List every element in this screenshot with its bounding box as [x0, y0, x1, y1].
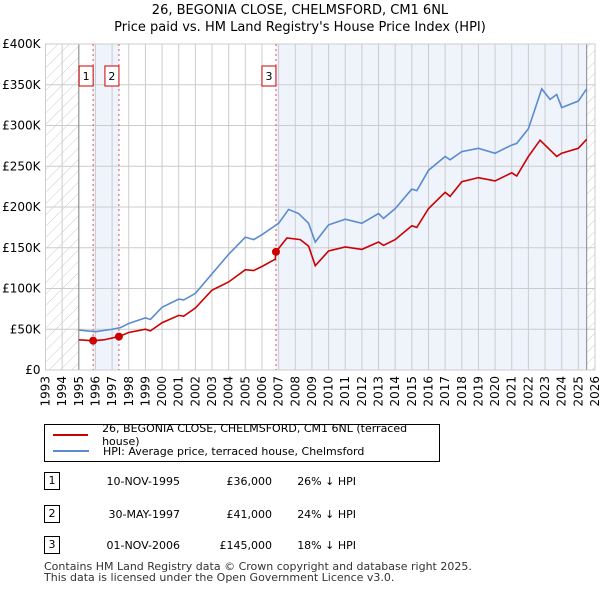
legend-label: HPI: Average price, terraced house, Chel…: [103, 444, 365, 458]
x-tick-label: 2018: [455, 376, 469, 407]
sales-row: 3 01-NOV-2006 £145,000 18% ↓ HPI: [44, 536, 356, 554]
sale-date: 30-MAY-1997: [108, 507, 180, 521]
legend-item-hpi: HPI: Average price, terraced house, Chel…: [53, 443, 364, 459]
x-tick-label: 2007: [272, 376, 286, 407]
sale-hpi-diff: 18% ↓ HPI: [297, 538, 356, 552]
x-tick-label: 2025: [571, 376, 585, 407]
footer-line: Contains HM Land Registry data © Crown c…: [44, 560, 472, 573]
x-tick-label: 2011: [338, 376, 352, 407]
subtitle: Price paid vs. HM Land Registry's House …: [114, 20, 486, 35]
y-tick-label: £400K: [2, 37, 42, 51]
legend-item-property: 26, BEGONIA CLOSE, CHELMSFORD, CM1 6NL (…: [53, 422, 439, 448]
y-tick-label: £200K: [2, 200, 42, 214]
y-tick-label: £50K: [10, 322, 42, 336]
sale-price: £145,000: [219, 538, 273, 552]
sales-row: 1 10-NOV-1995 £36,000 26% ↓ HPI: [44, 472, 356, 490]
sale-label: 1: [83, 70, 90, 83]
sale-date: 01-NOV-2006: [106, 538, 180, 552]
sale-point: [114, 332, 123, 341]
x-tick-label: 2004: [222, 376, 236, 407]
title: 26, BEGONIA CLOSE, CHELMSFORD, CM1 6NL: [151, 3, 449, 18]
x-tick-label: 1999: [138, 376, 152, 407]
x-tick-label: 1993: [39, 376, 53, 407]
sale-label-box: [261, 65, 277, 87]
sale-label-box: [104, 65, 120, 87]
legend-swatch: [53, 450, 89, 452]
x-tick-label: 2001: [172, 376, 186, 407]
property-price-line: [78, 138, 588, 342]
sale-price: £41,000: [226, 507, 273, 521]
x-tick-label: 2022: [521, 376, 535, 407]
x-tick-label: 2021: [505, 376, 519, 407]
footer: Contains HM Land Registry data © Crown c…: [44, 561, 472, 583]
x-tick-label: 2012: [355, 376, 369, 407]
y-tick-label: £350K: [2, 78, 42, 92]
price-chart: 1993 1994 1995 1996 1997 1998 1999 2000 2001 2002…: [2, 37, 600, 407]
x-tick-label: 2002: [188, 376, 202, 407]
y-tick-label: £250K: [2, 159, 42, 173]
legend: 26, BEGONIA CLOSE, CHELMSFORD, CM1 6NL (…: [44, 422, 440, 462]
x-tick-label: 2005: [238, 376, 252, 407]
x-tick-label: 2009: [305, 376, 319, 407]
legend-label: 26, BEGONIA CLOSE, CHELMSFORD, CM1 6NL (…: [102, 422, 408, 448]
plot-border: [45, 43, 596, 371]
x-tick-label: 2003: [205, 376, 219, 407]
x-tick-label: 2000: [155, 376, 169, 407]
x-tick-label: 2026: [588, 376, 600, 407]
x-tick-label: 1994: [55, 376, 69, 407]
chart-title: 26, BEGONIA CLOSE, CHELMSFORD, CM1 6NL P…: [0, 2, 600, 36]
footer-line: This data is licensed under the Open Gov…: [44, 571, 395, 584]
sale-marker-number: 3: [44, 536, 60, 554]
sales-row: 2 30-MAY-1997 £41,000 24% ↓ HPI: [44, 505, 356, 523]
x-tick-label: 1997: [105, 376, 119, 407]
sale-point: [271, 247, 280, 256]
x-tick-label: 1995: [72, 376, 86, 407]
y-tick-label: £100K: [2, 282, 42, 296]
x-tick-label: 2008: [288, 376, 302, 407]
x-tick-label: 2010: [322, 376, 336, 407]
legend-swatch: [53, 434, 89, 436]
y-tick-label: £0: [25, 363, 40, 377]
x-tick-label: 2013: [372, 376, 386, 407]
x-tick-label: 2023: [538, 376, 552, 407]
y-tick-label: £300K: [2, 119, 42, 133]
sale-price: £36,000: [226, 474, 273, 488]
sale-label: 3: [265, 70, 272, 83]
x-tick-label: 2014: [388, 376, 402, 407]
sale-hpi-diff: 26% ↓ HPI: [297, 474, 356, 488]
sale-label-box: [78, 65, 94, 87]
hpi-line: [78, 87, 588, 333]
x-tick-label: 2016: [421, 376, 435, 407]
x-tick-label: 2024: [555, 376, 569, 407]
sale-label: 2: [108, 70, 115, 83]
x-tick-label: 2015: [405, 376, 419, 407]
x-tick-label: 1996: [88, 376, 102, 407]
x-tick-label: 2020: [488, 376, 502, 407]
sale-date: 10-NOV-1995: [106, 474, 180, 488]
sale-marker-number: 2: [44, 505, 60, 523]
y-tick-label: £150K: [2, 241, 42, 255]
sale-hpi-diff: 24% ↓ HPI: [297, 507, 356, 521]
x-tick-label: 1998: [122, 376, 136, 407]
x-tick-label: 2017: [438, 376, 452, 407]
sale-point: [89, 336, 98, 345]
sale-marker-number: 1: [44, 472, 60, 490]
x-tick-label: 2019: [471, 376, 485, 407]
x-tick-label: 2006: [255, 376, 269, 407]
